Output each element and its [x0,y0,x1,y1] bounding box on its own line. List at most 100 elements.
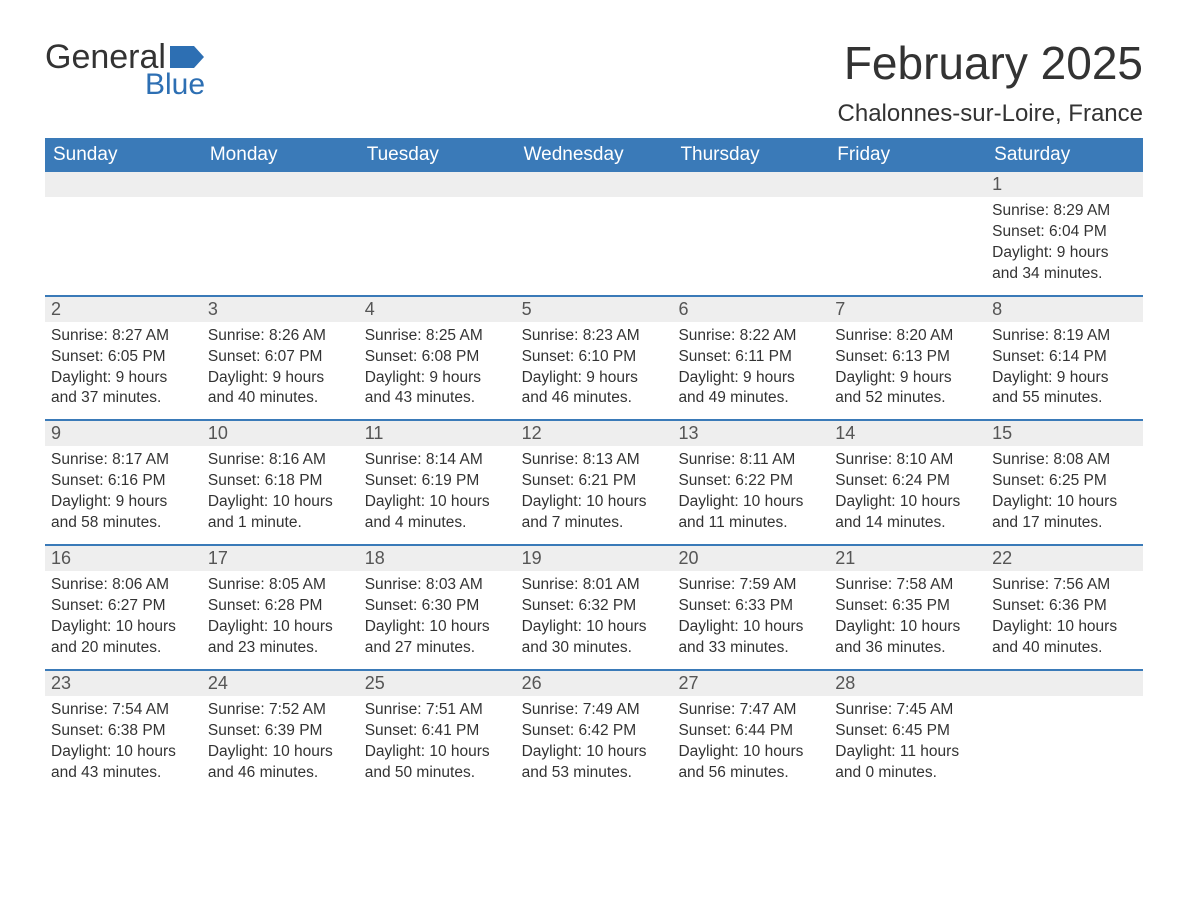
day-body [202,197,359,277]
day-number: 16 [45,546,202,571]
calendar-day [45,172,202,295]
day-number-bar [986,671,1143,696]
calendar-day [359,172,516,295]
sunset-line: Sunset: 6:28 PM [208,596,353,617]
day-number: 21 [829,546,986,571]
daylight-line: Daylight: 10 hours and 50 minutes. [365,742,510,784]
calendar-day: 17Sunrise: 8:05 AMSunset: 6:28 PMDayligh… [202,546,359,669]
daylight-line: Daylight: 10 hours and 40 minutes. [992,617,1137,659]
sunset-line: Sunset: 6:14 PM [992,347,1137,368]
sunrise-line: Sunrise: 8:23 AM [522,326,667,347]
day-body: Sunrise: 7:49 AMSunset: 6:42 PMDaylight:… [516,696,673,794]
title-block: February 2025 Chalonnes-sur-Loire, Franc… [838,40,1143,128]
sunset-line: Sunset: 6:44 PM [678,721,823,742]
calendar-day: 4Sunrise: 8:25 AMSunset: 6:08 PMDaylight… [359,297,516,420]
day-number: 3 [202,297,359,322]
day-body [829,197,986,277]
sunset-line: Sunset: 6:39 PM [208,721,353,742]
day-number-bar [829,172,986,197]
day-body: Sunrise: 7:59 AMSunset: 6:33 PMDaylight:… [672,571,829,669]
daylight-line: Daylight: 10 hours and 20 minutes. [51,617,196,659]
daylight-line: Daylight: 10 hours and 36 minutes. [835,617,980,659]
daylight-line: Daylight: 10 hours and 1 minute. [208,492,353,534]
daylight-line: Daylight: 10 hours and 43 minutes. [51,742,196,784]
day-body: Sunrise: 8:05 AMSunset: 6:28 PMDaylight:… [202,571,359,669]
sunrise-line: Sunrise: 8:17 AM [51,450,196,471]
day-number: 2 [45,297,202,322]
daylight-line: Daylight: 10 hours and 23 minutes. [208,617,353,659]
sunrise-line: Sunrise: 8:05 AM [208,575,353,596]
sunset-line: Sunset: 6:08 PM [365,347,510,368]
calendar-day: 11Sunrise: 8:14 AMSunset: 6:19 PMDayligh… [359,421,516,544]
day-number: 7 [829,297,986,322]
calendar-day: 23Sunrise: 7:54 AMSunset: 6:38 PMDayligh… [45,671,202,794]
day-number: 12 [516,421,673,446]
sunset-line: Sunset: 6:10 PM [522,347,667,368]
day-number: 14 [829,421,986,446]
day-body: Sunrise: 8:13 AMSunset: 6:21 PMDaylight:… [516,446,673,544]
sunrise-line: Sunrise: 8:26 AM [208,326,353,347]
day-body: Sunrise: 7:52 AMSunset: 6:39 PMDaylight:… [202,696,359,794]
day-number: 4 [359,297,516,322]
day-number-bar [45,172,202,197]
sunset-line: Sunset: 6:27 PM [51,596,196,617]
logo-text-bottom: Blue [145,70,205,100]
sunset-line: Sunset: 6:11 PM [678,347,823,368]
weekday-header: Tuesday [359,138,516,172]
calendar-day: 20Sunrise: 7:59 AMSunset: 6:33 PMDayligh… [672,546,829,669]
sunrise-line: Sunrise: 8:14 AM [365,450,510,471]
sunrise-line: Sunrise: 8:03 AM [365,575,510,596]
day-body: Sunrise: 8:06 AMSunset: 6:27 PMDaylight:… [45,571,202,669]
calendar-day [516,172,673,295]
daylight-line: Daylight: 9 hours and 49 minutes. [678,368,823,410]
sunrise-line: Sunrise: 8:25 AM [365,326,510,347]
day-body: Sunrise: 8:20 AMSunset: 6:13 PMDaylight:… [829,322,986,420]
calendar-day: 21Sunrise: 7:58 AMSunset: 6:35 PMDayligh… [829,546,986,669]
calendar-day: 1Sunrise: 8:29 AMSunset: 6:04 PMDaylight… [986,172,1143,295]
sunrise-line: Sunrise: 8:01 AM [522,575,667,596]
day-body [516,197,673,277]
sunset-line: Sunset: 6:18 PM [208,471,353,492]
sunset-line: Sunset: 6:07 PM [208,347,353,368]
day-body: Sunrise: 8:03 AMSunset: 6:30 PMDaylight:… [359,571,516,669]
daylight-line: Daylight: 10 hours and 56 minutes. [678,742,823,784]
day-body: Sunrise: 8:27 AMSunset: 6:05 PMDaylight:… [45,322,202,420]
day-body: Sunrise: 7:51 AMSunset: 6:41 PMDaylight:… [359,696,516,794]
page-header: General Blue February 2025 Chalonnes-sur… [45,40,1143,128]
daylight-line: Daylight: 10 hours and 27 minutes. [365,617,510,659]
daylight-line: Daylight: 9 hours and 52 minutes. [835,368,980,410]
calendar-day [986,671,1143,794]
daylight-line: Daylight: 9 hours and 46 minutes. [522,368,667,410]
daylight-line: Daylight: 9 hours and 40 minutes. [208,368,353,410]
day-body: Sunrise: 8:25 AMSunset: 6:08 PMDaylight:… [359,322,516,420]
sunset-line: Sunset: 6:04 PM [992,222,1137,243]
calendar-day: 14Sunrise: 8:10 AMSunset: 6:24 PMDayligh… [829,421,986,544]
sunset-line: Sunset: 6:22 PM [678,471,823,492]
day-body: Sunrise: 8:08 AMSunset: 6:25 PMDaylight:… [986,446,1143,544]
calendar-day: 16Sunrise: 8:06 AMSunset: 6:27 PMDayligh… [45,546,202,669]
sunrise-line: Sunrise: 8:13 AM [522,450,667,471]
calendar-day: 6Sunrise: 8:22 AMSunset: 6:11 PMDaylight… [672,297,829,420]
day-number: 23 [45,671,202,696]
sunrise-line: Sunrise: 7:54 AM [51,700,196,721]
sunset-line: Sunset: 6:45 PM [835,721,980,742]
daylight-line: Daylight: 10 hours and 11 minutes. [678,492,823,534]
month-title: February 2025 [838,40,1143,86]
calendar-day: 22Sunrise: 7:56 AMSunset: 6:36 PMDayligh… [986,546,1143,669]
sunset-line: Sunset: 6:36 PM [992,596,1137,617]
calendar-day: 24Sunrise: 7:52 AMSunset: 6:39 PMDayligh… [202,671,359,794]
daylight-line: Daylight: 10 hours and 14 minutes. [835,492,980,534]
day-number: 13 [672,421,829,446]
sunrise-line: Sunrise: 7:56 AM [992,575,1137,596]
calendar-day [202,172,359,295]
sunrise-line: Sunrise: 7:47 AM [678,700,823,721]
day-number: 25 [359,671,516,696]
sunset-line: Sunset: 6:32 PM [522,596,667,617]
day-number: 8 [986,297,1143,322]
calendar-week: 1Sunrise: 8:29 AMSunset: 6:04 PMDaylight… [45,172,1143,295]
day-number-bar [516,172,673,197]
calendar-day: 15Sunrise: 8:08 AMSunset: 6:25 PMDayligh… [986,421,1143,544]
day-number-bar [359,172,516,197]
day-body: Sunrise: 8:17 AMSunset: 6:16 PMDaylight:… [45,446,202,544]
sunrise-line: Sunrise: 8:19 AM [992,326,1137,347]
